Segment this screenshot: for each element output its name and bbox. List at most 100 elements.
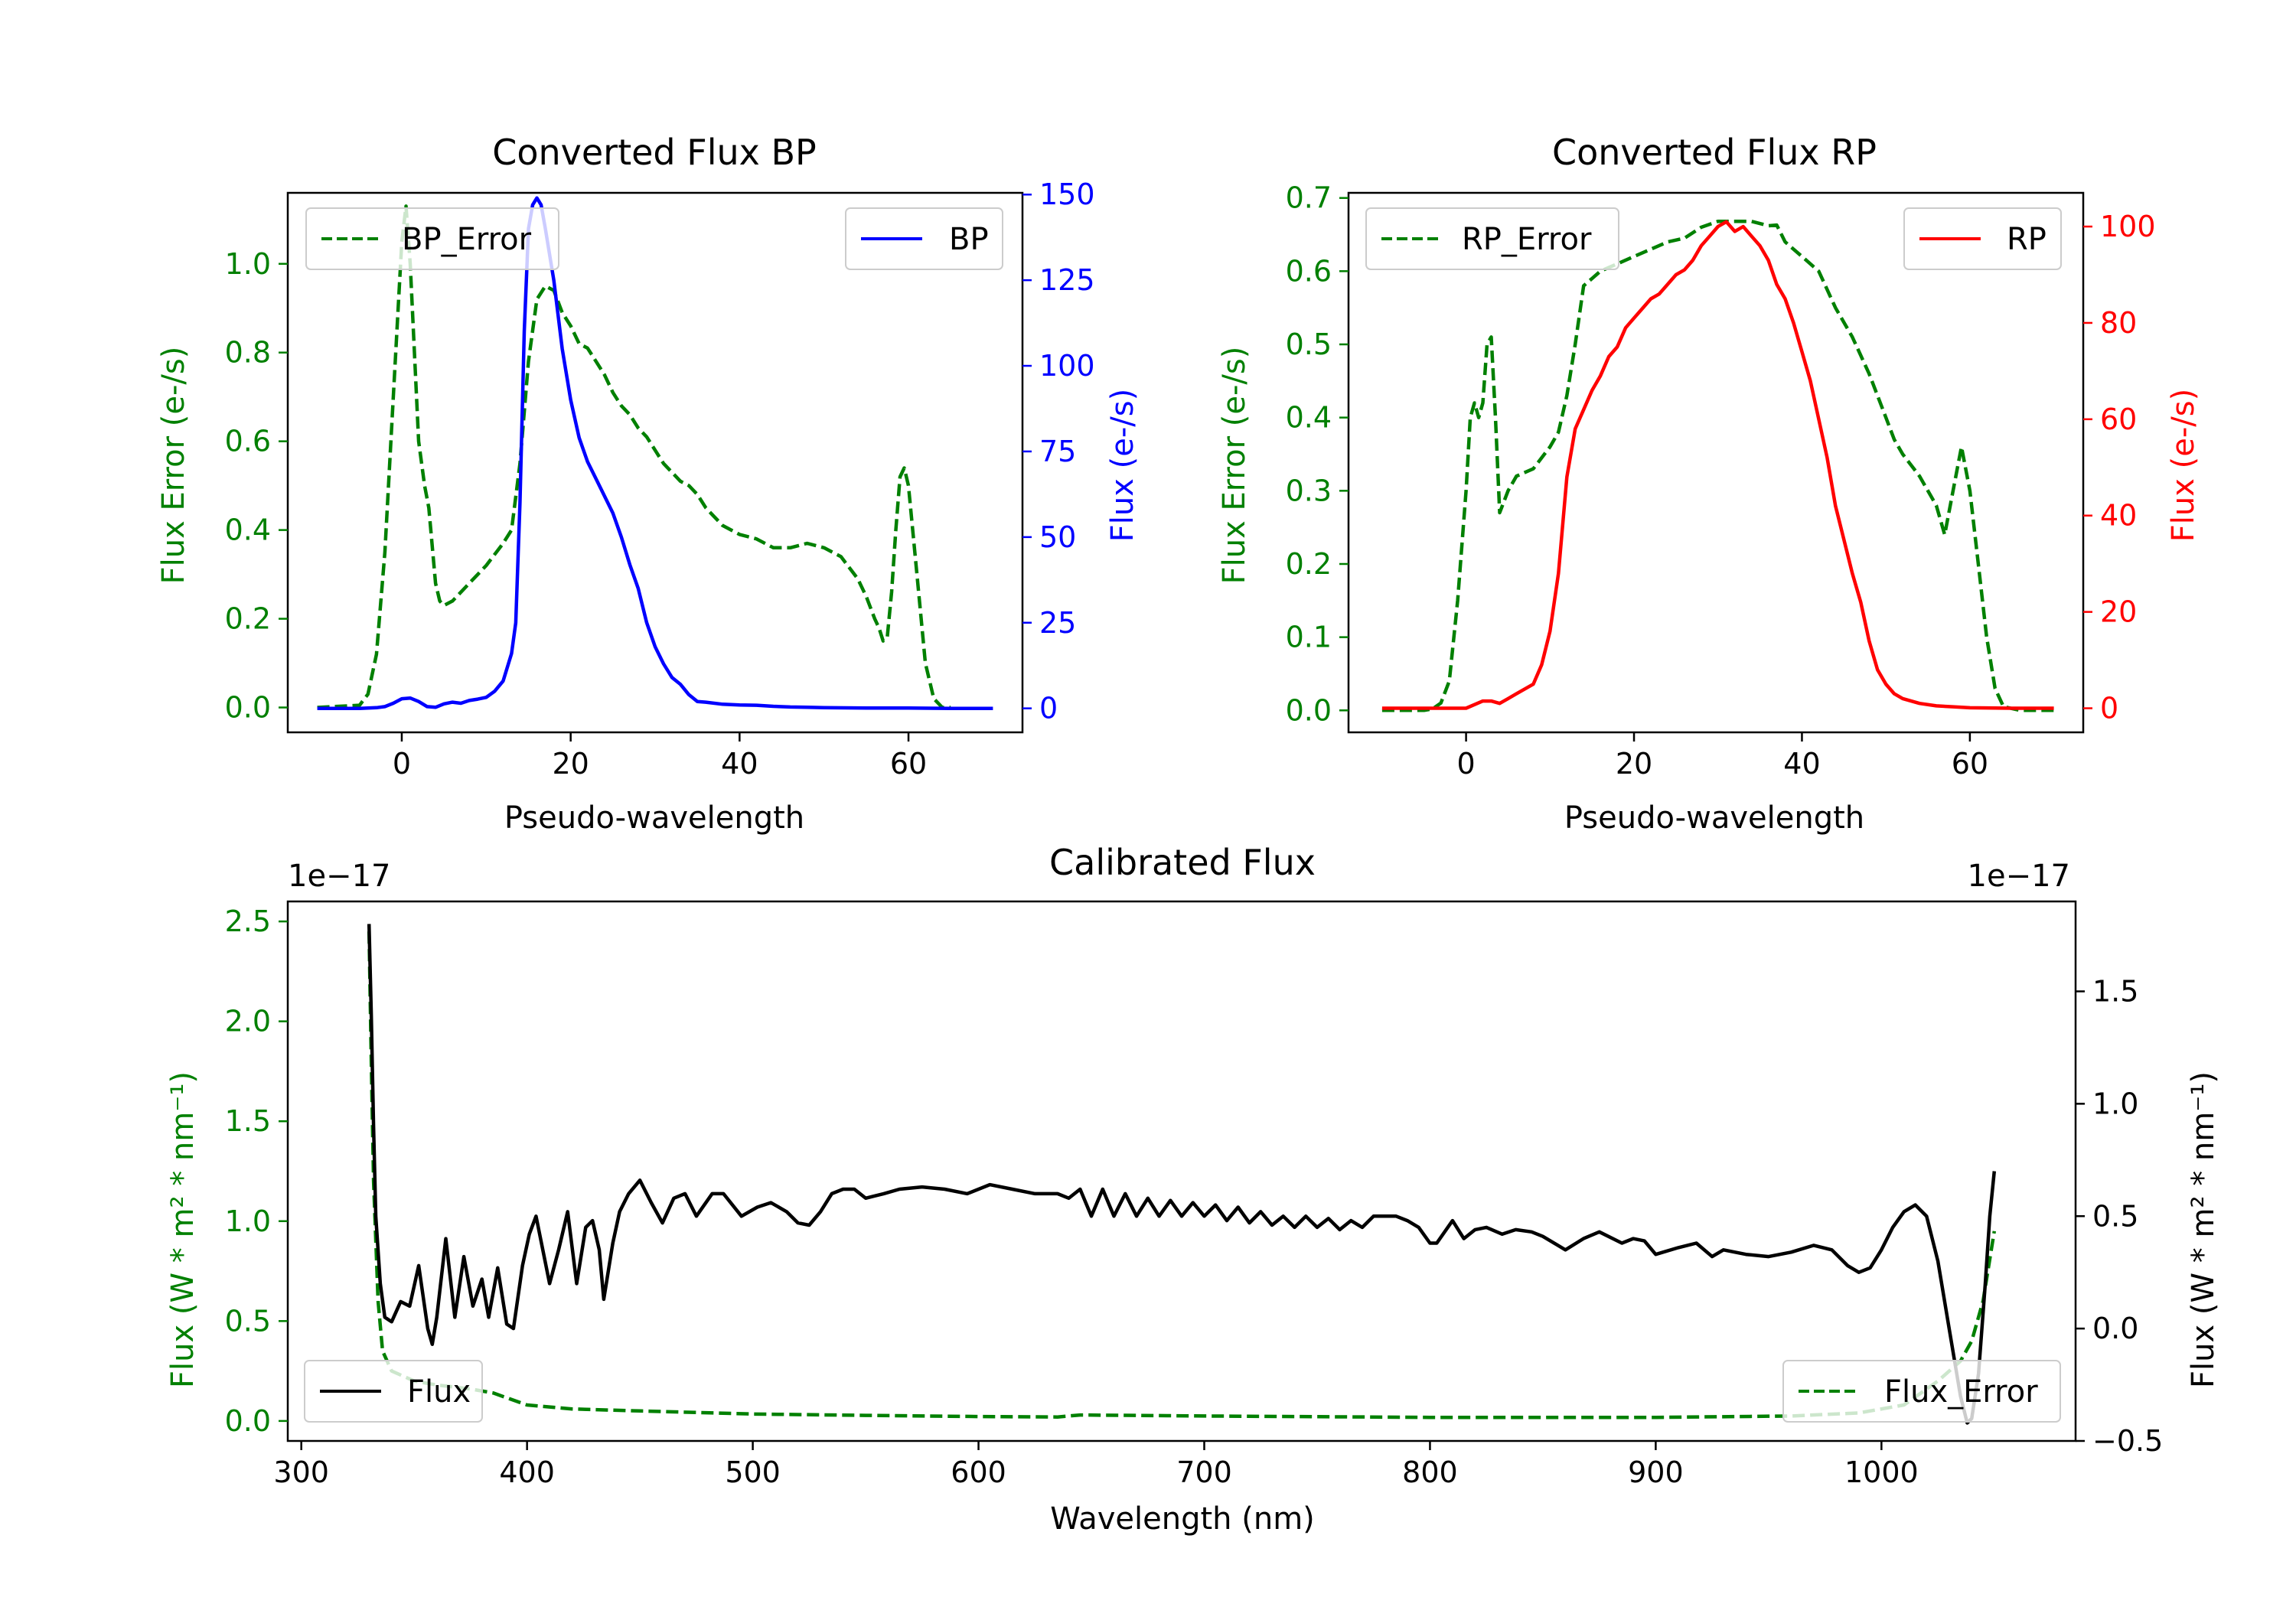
bp-right-ytick-label: 150 [1039,178,1095,211]
rp-left-ytick-label: 0.0 [1286,693,1332,727]
calibrated-chart-title: Calibrated Flux [1049,842,1316,883]
flux-error-legend-frame [1782,1360,2061,1423]
rp-left-ytick-label: 0.4 [1286,401,1332,435]
bp-left-ytick-label: 1.0 [225,247,271,281]
rp-right-ytick-label: 80 [2100,306,2137,340]
bp-series-bp [317,196,993,710]
rp-error-legend: RP_Error [1365,207,1619,270]
bp-legend-frame [845,207,1003,270]
calibrated-xtick-label: 600 [951,1455,1006,1489]
bp-right-y-axis-label: Flux (e-/s) [1105,389,1140,542]
bp-series-bp-error [317,204,951,709]
rp-series-rp-error [1381,220,2054,712]
bp-left-y-axis-label: Flux Error (e-/s) [156,347,191,585]
flux-error-legend-label: Flux_Error [1884,1374,2038,1410]
calibrated-right-ytick-label: 0.0 [2092,1312,2138,1345]
flux-legend-frame [304,1360,483,1423]
bp-right-ytick-label: 25 [1039,606,1076,640]
rp-left-ytick-label: 0.6 [1286,254,1332,288]
rp-xtick-label: 0 [1457,747,1476,781]
rp-axes-frame [1347,191,2085,734]
bp-legend-label: BP [949,222,989,257]
rp-left-ytick-label: 0.3 [1286,474,1332,507]
bp-left-ytick-label: 0.6 [225,425,271,458]
rp-right-ytick-label: 40 [2100,499,2137,533]
bp-error-legend-label: BP_Error [402,222,532,257]
flux-error-legend: Flux_Error [1782,1360,2061,1423]
calibrated-right-offset-label: 1e−17 [1968,859,2070,894]
calibrated-left-ytick-label: 1.0 [225,1204,271,1238]
bp-right-ytick-label: 0 [1039,692,1058,725]
calibrated-series-flux-error [367,931,1997,1420]
calibrated-left-offset-label: 1e−17 [288,859,390,894]
bp-left-ytick-label: 0.4 [225,513,271,547]
bp-xtick-label: 20 [552,747,589,781]
calibrated-xtick-label: 700 [1176,1455,1232,1489]
rp-xtick-label: 20 [1616,747,1652,781]
bp-chart-title: Converted Flux BP [492,132,817,173]
bp-panel: Converted Flux BP Pseudo-wavelength Flux… [156,132,1140,836]
rp-plot-area: 0 20 40 60 0.0 0.1 0.2 0.3 0.4 0.5 0.6 0.7 0 20 40 60 80… [1286,181,2156,781]
bp-right-ytick-label: 50 [1039,520,1076,554]
rp-panel: Converted Flux RP Pseudo-wavelength Flux… [1217,132,2201,836]
rp-x-axis-label: Pseudo-wavelength [1564,800,1864,836]
calibrated-right-ytick-label: 1.5 [2092,975,2138,1009]
rp-error-legend-frame [1365,207,1619,270]
calibrated-series-flux [367,924,1997,1425]
bp-right-ytick-label: 100 [1039,349,1095,383]
calibrated-left-ytick-label: 2.0 [225,1005,271,1038]
bp-right-ytick-label: 125 [1039,263,1095,297]
bp-xtick-label: 0 [393,747,411,781]
bp-axes-frame [286,191,1024,734]
bp-right-ytick-label: 75 [1039,435,1076,468]
calibrated-axes-frame [286,900,2077,1442]
calibrated-xtick-label: 800 [1402,1455,1458,1489]
rp-series-rp [1381,220,2054,710]
rp-right-y-axis-label: Flux (e-/s) [2166,389,2201,542]
rp-error-legend-label: RP_Error [1462,222,1592,257]
calibrated-x-axis-label: Wavelength (nm) [1050,1501,1315,1537]
calibrated-xtick-label: 400 [499,1455,555,1489]
rp-legend-frame [1903,207,2062,270]
rp-xtick-label: 60 [1952,747,1988,781]
calibrated-xtick-label: 300 [273,1455,329,1489]
calibrated-left-ytick-label: 2.5 [225,905,271,938]
bp-left-ytick-label: 0.8 [225,336,271,370]
calibrated-xtick-label: 500 [725,1455,781,1489]
bp-legend: BP [845,207,1003,270]
bp-xtick-label: 60 [890,747,927,781]
calibrated-xtick-label: 1000 [1844,1455,1919,1489]
rp-legend-label: RP [2007,222,2047,257]
flux-legend: Flux [304,1360,483,1423]
rp-right-ytick-label: 0 [2100,692,2118,725]
calibrated-right-ytick-label: 0.5 [2092,1199,2138,1233]
calibrated-right-ytick-label: 1.0 [2092,1087,2138,1120]
calibrated-left-ytick-label: 0.5 [225,1304,271,1338]
calibrated-xtick-label: 900 [1628,1455,1684,1489]
bp-error-legend-frame [305,207,559,270]
rp-left-ytick-label: 0.5 [1286,328,1332,361]
rp-chart-title: Converted Flux RP [1552,132,1877,173]
calibrated-right-ytick-label: −0.5 [2092,1424,2163,1458]
bp-x-axis-label: Pseudo-wavelength [504,800,804,836]
rp-xtick-label: 40 [1783,747,1820,781]
bp-plot-area: 0 20 40 60 0.0 0.2 0.4 0.6 0.8 1.0 0 25 50 75 100 125 15… [225,178,1095,781]
rp-right-ytick-label: 20 [2100,595,2137,629]
calibrated-left-ytick-label: 1.5 [225,1104,271,1138]
calibrated-right-y-axis-label: Flux (W * m² * nm⁻¹) [2186,1071,2221,1388]
bp-left-ytick-label: 0.0 [225,691,271,725]
calibrated-left-ytick-label: 0.0 [225,1404,271,1438]
rp-right-ytick-label: 100 [2100,210,2156,243]
rp-left-y-axis-label: Flux Error (e-/s) [1217,347,1252,585]
rp-legend: RP [1903,207,2062,270]
calibrated-left-y-axis-label: Flux (W * m² * nm⁻¹) [165,1071,201,1388]
rp-right-ytick-label: 60 [2100,403,2137,436]
rp-left-ytick-label: 0.7 [1286,181,1332,215]
bp-error-legend: BP_Error [305,207,559,270]
rp-left-ytick-label: 0.1 [1286,621,1332,654]
bp-left-ytick-label: 0.2 [225,602,271,636]
calibrated-panel: Calibrated Flux Wavelength (nm) Flux (W … [165,842,2221,1537]
rp-left-ytick-label: 0.2 [1286,547,1332,581]
bp-xtick-label: 40 [721,747,758,781]
